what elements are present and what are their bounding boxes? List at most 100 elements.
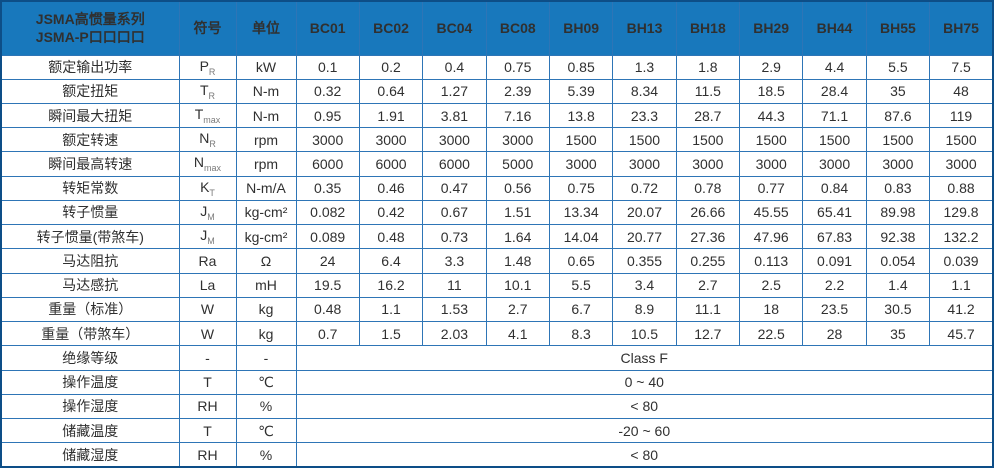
model-column-header: BH09 — [548, 0, 614, 56]
value-cell: 24 — [295, 248, 360, 274]
row-label-cell: 重量（带煞车） — [0, 321, 180, 347]
merged-value-cell: 0 ~ 40 — [295, 369, 994, 395]
value-cell: 1.3 — [612, 54, 677, 80]
value-cell: 6.4 — [358, 248, 424, 274]
value-cell: 1500 — [739, 127, 804, 153]
value-cell: 19.5 — [295, 272, 360, 298]
row-label-cell: 额定扭矩 — [0, 78, 180, 104]
value-cell: 0.75 — [548, 175, 614, 201]
value-cell: 6000 — [295, 151, 360, 177]
value-cell: 1.64 — [485, 224, 550, 250]
value-cell: 132.2 — [929, 224, 994, 250]
row-label-cell: 瞬间最高转速 — [0, 151, 180, 177]
value-cell: 1.4 — [865, 272, 931, 298]
value-cell: 0.72 — [612, 175, 677, 201]
symbol-subscript: max — [204, 163, 222, 174]
table-row: 瞬间最高转速 Nmax rpm 6000 6000 6000 5000 3000 3000 300… — [0, 151, 994, 177]
value-cell: 0.32 — [295, 78, 360, 104]
value-cell: 28.7 — [675, 102, 741, 129]
value-cell: 3.4 — [612, 272, 677, 298]
value-cell: 10.5 — [612, 321, 677, 347]
table-row: 额定输出功率 PR kW 0.1 0.2 0.4 0.75 0.85 1.3 1.8 2.9 4.4 5… — [0, 54, 994, 80]
table-row: 额定转速 NR rpm 3000 3000 3000 3000 1500 1500 1500 150… — [0, 127, 994, 153]
value-cell: 35 — [865, 78, 931, 104]
value-cell: 2.9 — [739, 54, 804, 80]
symbol-cell: - — [178, 345, 237, 371]
value-cell: 71.1 — [802, 102, 867, 129]
merged-value-cell: Class F — [295, 345, 994, 371]
unit-cell: % — [235, 393, 297, 420]
value-cell: 7.16 — [485, 102, 550, 129]
symbol-base: K — [200, 178, 210, 195]
model-column-header: BH75 — [929, 0, 994, 56]
value-cell: 87.6 — [865, 102, 931, 129]
unit-cell: mH — [235, 272, 297, 298]
table-row: 瞬间最大扭矩 Tmax N-m 0.95 1.91 3.81 7.16 13.8 23.3 28.… — [0, 102, 994, 129]
value-cell: 8.3 — [548, 321, 614, 347]
value-cell: 0.35 — [295, 175, 360, 201]
table-row: 绝缘等级 - - Class F — [0, 345, 994, 371]
value-cell: 11.5 — [675, 78, 741, 104]
value-cell: 44.3 — [739, 102, 804, 129]
value-cell: 0.082 — [295, 199, 360, 226]
value-cell: 35 — [865, 321, 931, 347]
value-cell: 1.91 — [358, 102, 424, 129]
symbol-base: RH — [197, 398, 218, 415]
symbol-cell: La — [178, 272, 237, 298]
table-row: 马达阻抗 Ra Ω 24 6.4 3.3 1.48 0.65 0.355 0.255 0.113 0.… — [0, 248, 994, 274]
symbol-cell: T — [178, 369, 237, 395]
value-cell: 92.38 — [865, 224, 931, 250]
symbol-cell: JM — [178, 199, 237, 226]
value-cell: 0.46 — [358, 175, 424, 201]
symbol-subscript: R — [208, 90, 216, 101]
unit-cell: rpm — [235, 127, 297, 153]
symbol-base: T — [203, 422, 212, 439]
value-cell: 1500 — [865, 127, 931, 153]
value-cell: 1500 — [675, 127, 741, 153]
symbol-base: P — [199, 57, 209, 74]
table-row: 操作温度 T ℃ 0 ~ 40 — [0, 369, 994, 395]
unit-cell: rpm — [235, 151, 297, 177]
symbol-base: T — [194, 106, 204, 123]
value-cell: 2.7 — [485, 296, 550, 323]
row-label-cell: 马达阻抗 — [0, 248, 180, 274]
series-title-line1: JSMA高惯量系列 — [35, 11, 145, 28]
value-cell: 5.5 — [865, 54, 931, 80]
value-cell: 0.85 — [548, 54, 614, 80]
value-cell: 0.73 — [422, 224, 487, 250]
value-cell: 22.5 — [739, 321, 804, 347]
value-cell: 6000 — [358, 151, 424, 177]
value-cell: 13.8 — [548, 102, 614, 129]
symbol-base: J — [200, 227, 208, 244]
merged-value-cell: < 80 — [295, 393, 994, 420]
table-row: 额定扭矩 TR N-m 0.32 0.64 1.27 2.39 5.39 8.34 11.5 18.… — [0, 78, 994, 104]
value-cell: 48 — [929, 78, 994, 104]
value-cell: 0.355 — [612, 248, 677, 274]
value-cell: 4.1 — [485, 321, 550, 347]
value-cell: 45.7 — [929, 321, 994, 347]
symbol-subscript: max — [203, 114, 221, 125]
value-cell: 0.48 — [358, 224, 424, 250]
value-cell: 1500 — [612, 127, 677, 153]
symbol-cell: TR — [178, 78, 237, 104]
unit-cell: kg — [235, 321, 297, 347]
unit-cell: kg — [235, 296, 297, 323]
value-cell: 0.56 — [485, 175, 550, 201]
symbol-cell: RH — [178, 442, 237, 468]
value-cell: 2.5 — [739, 272, 804, 298]
value-cell: 18 — [739, 296, 804, 323]
series-title-cell: JSMA高惯量系列 JSMA-P口口口口 — [0, 0, 180, 56]
row-label-cell: 转子惯量(带煞车) — [0, 224, 180, 250]
value-cell: 0.054 — [865, 248, 931, 274]
series-title-line2: JSMA-P口口口口 — [35, 29, 145, 46]
row-label-cell: 转子惯量 — [0, 199, 180, 226]
symbol-cell: JM — [178, 224, 237, 250]
symbol-base: T — [203, 374, 212, 391]
value-cell: 13.34 — [548, 199, 614, 226]
value-cell: 8.34 — [612, 78, 677, 104]
row-label-cell: 绝缘等级 — [0, 345, 180, 371]
symbol-base: RH — [197, 446, 218, 463]
value-cell: 1.48 — [485, 248, 550, 274]
